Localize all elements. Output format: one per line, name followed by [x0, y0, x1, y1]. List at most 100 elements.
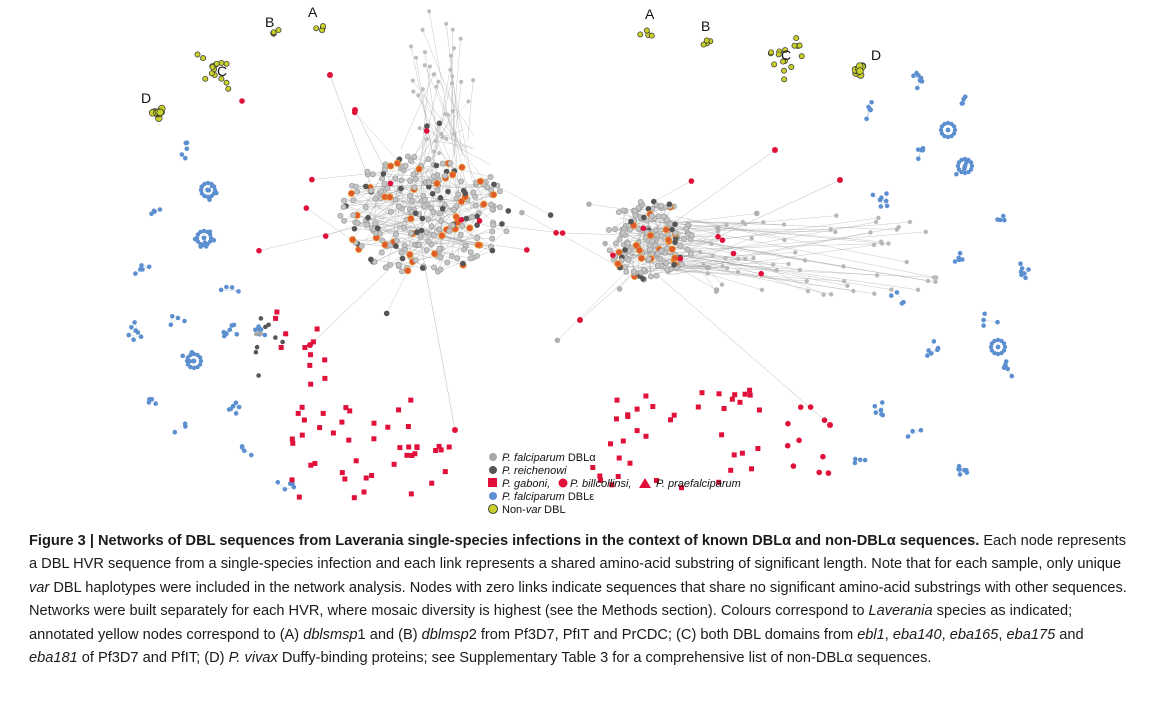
network-node — [620, 207, 627, 214]
network-node — [207, 232, 213, 237]
network-node — [845, 283, 850, 288]
network-node — [945, 120, 951, 126]
network-edge — [637, 221, 784, 225]
caption-text-5: Duffy-binding proteins; see Supplementar… — [277, 650, 932, 667]
network-node — [1002, 344, 1008, 350]
network-node — [205, 194, 211, 200]
network-node — [952, 127, 958, 133]
network-node-square — [391, 461, 397, 467]
network-node — [199, 191, 205, 196]
network-node — [781, 76, 788, 83]
network-node — [407, 177, 414, 184]
network-node — [1018, 261, 1023, 267]
network-node — [784, 442, 791, 449]
network-node — [635, 246, 644, 254]
network-node — [452, 131, 457, 136]
network-node — [968, 160, 974, 165]
network-node — [168, 322, 174, 328]
network-edge — [418, 95, 461, 198]
caption-num-1: 1 and (B) — [357, 626, 422, 643]
network-node — [419, 215, 426, 222]
network-node — [837, 177, 843, 183]
network-node — [785, 420, 791, 427]
caption-ebl1: ebl1 — [857, 626, 885, 643]
network-node — [612, 240, 619, 247]
network-node — [499, 221, 505, 227]
network-node — [363, 221, 370, 228]
network-node — [383, 310, 390, 317]
network-edge — [679, 226, 899, 270]
network-node — [420, 87, 425, 92]
network-node — [896, 224, 901, 230]
caption-text-3: species as indicated; annotated yellow n… — [29, 603, 1073, 643]
network-node — [439, 160, 446, 167]
legend-reichenowi: P. reichenowi — [502, 465, 567, 477]
caption-laverania: Laverania — [868, 603, 933, 620]
network-node — [436, 120, 443, 127]
network-node — [280, 339, 285, 345]
network-node — [411, 154, 418, 160]
network-node — [635, 204, 642, 211]
network-node — [236, 289, 241, 294]
network-node — [740, 219, 746, 225]
network-node — [430, 232, 437, 239]
network-node — [743, 256, 748, 262]
network-node — [554, 337, 561, 344]
network-node — [461, 246, 467, 253]
right-label-d: D — [871, 47, 881, 63]
network-node — [375, 225, 381, 231]
network-edge — [306, 207, 356, 243]
network-node-square — [412, 451, 418, 457]
network-node — [425, 156, 432, 163]
network-node — [146, 264, 152, 270]
network-node — [719, 282, 725, 287]
network-edge — [451, 38, 461, 142]
network-node — [129, 325, 134, 330]
network-node — [615, 248, 623, 256]
network-node — [408, 158, 415, 165]
network-node — [218, 287, 224, 293]
network-node — [942, 121, 947, 127]
network-node — [454, 255, 461, 262]
network-node — [381, 181, 388, 187]
network-node — [236, 404, 242, 410]
network-node — [438, 232, 446, 240]
network-node — [182, 318, 187, 324]
network-node — [654, 262, 661, 269]
network-node — [262, 332, 268, 338]
network-node-square — [609, 482, 615, 488]
network-edge — [658, 234, 929, 282]
network-node — [700, 41, 707, 48]
network-edge — [428, 11, 455, 156]
network-node — [416, 93, 421, 98]
network-node — [889, 293, 894, 298]
network-node — [660, 213, 667, 220]
network-node — [781, 67, 787, 74]
network-node — [605, 226, 612, 233]
network-node — [680, 236, 687, 242]
network-node — [460, 187, 467, 194]
network-edge — [399, 189, 415, 210]
network-node — [957, 472, 963, 477]
network-node — [132, 320, 137, 325]
network-edge — [424, 65, 483, 199]
network-node — [959, 101, 965, 106]
network-node — [411, 89, 416, 94]
network-edge — [664, 257, 832, 295]
network-node — [796, 437, 802, 444]
network-node — [992, 338, 997, 344]
network-node — [398, 249, 405, 256]
network-node-square — [755, 446, 761, 451]
network-node — [358, 243, 365, 249]
caption-eba181: eba181 — [29, 650, 78, 667]
network-node — [877, 197, 883, 203]
network-node — [610, 252, 616, 258]
network-node — [724, 266, 730, 271]
network-node — [401, 225, 407, 232]
network-node — [828, 227, 833, 232]
network-node — [431, 264, 437, 271]
network-node — [209, 193, 214, 199]
network-node — [467, 249, 474, 256]
network-node-square — [346, 437, 352, 443]
network-node — [705, 264, 711, 271]
